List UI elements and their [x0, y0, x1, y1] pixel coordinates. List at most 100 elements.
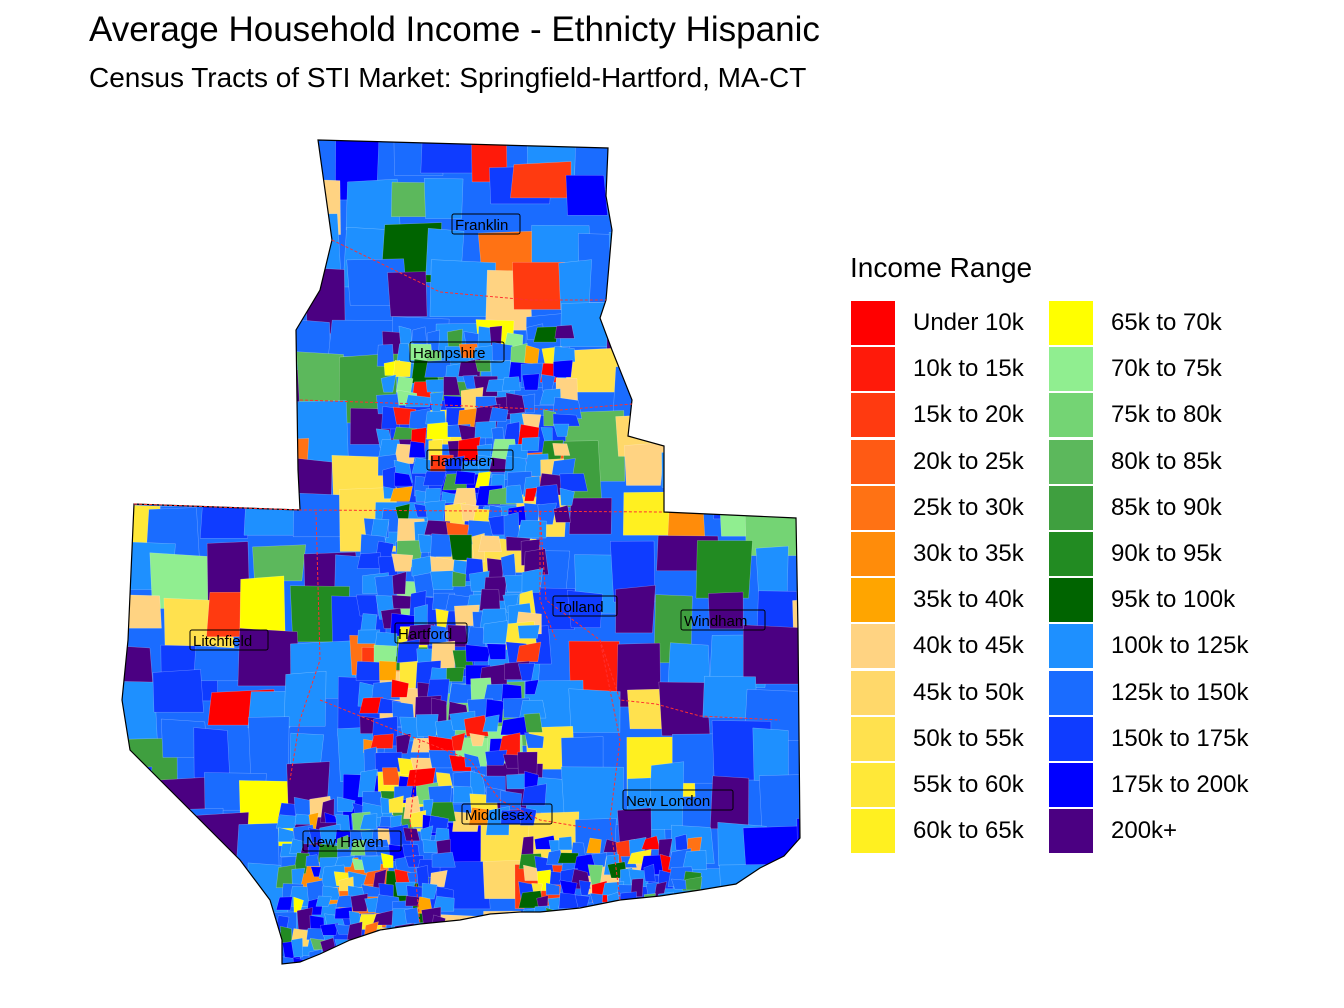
legend-label: 65k to 70k — [1111, 309, 1222, 336]
census-tract — [553, 345, 576, 363]
census-tract — [248, 232, 294, 277]
census-tract — [370, 733, 394, 749]
census-tract — [500, 790, 522, 811]
census-tract — [463, 715, 489, 737]
census-tract — [122, 766, 153, 810]
census-tract — [560, 952, 617, 964]
census-tract — [425, 410, 447, 425]
legend-label: 45k to 50k — [913, 678, 1024, 706]
legend-label: 80k to 85k — [1111, 447, 1222, 475]
census-tract — [452, 571, 467, 587]
census-tract — [122, 452, 161, 491]
legend-title: Income Range — [850, 252, 1033, 283]
census-tracts — [122, 139, 868, 964]
legend-swatch — [1049, 393, 1093, 438]
census-tract — [575, 906, 593, 922]
census-tract — [421, 882, 438, 900]
census-tract — [517, 624, 540, 639]
census-tract — [332, 953, 355, 964]
census-tract — [203, 258, 237, 293]
census-tract — [423, 178, 464, 219]
census-tract — [416, 923, 440, 942]
census-tract — [568, 688, 621, 733]
census-tract — [761, 230, 800, 282]
census-tract — [533, 326, 558, 343]
census-tract — [618, 891, 637, 913]
census-tract — [608, 232, 679, 289]
legend-label: 20k to 25k — [913, 447, 1024, 475]
legend-swatch — [851, 670, 895, 715]
census-tract — [431, 851, 456, 868]
census-tract — [429, 869, 448, 888]
census-tract — [521, 436, 540, 451]
census-tract — [524, 679, 539, 695]
census-tract — [122, 264, 170, 302]
census-tract — [237, 140, 279, 203]
census-tract — [355, 660, 386, 681]
census-tract — [670, 947, 739, 964]
census-tract — [156, 266, 215, 334]
census-tract — [603, 838, 619, 853]
census-tract — [122, 140, 166, 185]
census-tract — [565, 174, 608, 216]
census-tract — [500, 553, 517, 579]
market-boundary — [121, 139, 801, 965]
census-tract — [430, 533, 455, 557]
census-tract — [676, 895, 694, 914]
census-tract — [798, 504, 800, 558]
census-tract — [510, 161, 572, 199]
census-tract — [380, 852, 394, 869]
census-tract — [578, 880, 592, 896]
census-tract — [711, 300, 779, 360]
census-tract — [791, 319, 800, 355]
census-tract — [322, 952, 341, 964]
census-tract — [566, 901, 612, 962]
census-tract — [567, 590, 603, 628]
census-tract — [362, 939, 384, 955]
census-tract — [122, 217, 164, 285]
census-tract — [516, 641, 542, 662]
census-tract — [363, 746, 377, 774]
legend-label: 10k to 15k — [913, 355, 1024, 383]
census-tract — [792, 597, 800, 651]
census-tract — [554, 324, 575, 339]
census-tract — [469, 732, 485, 747]
census-tract — [157, 447, 219, 507]
census-tract — [356, 552, 382, 569]
legend-label: 200k+ — [1111, 817, 1178, 845]
census-tract — [643, 893, 657, 910]
census-tract — [668, 906, 692, 930]
census-tract — [350, 840, 366, 856]
census-tract — [560, 301, 615, 347]
census-tract — [426, 421, 451, 440]
census-tract — [337, 796, 356, 812]
legend-swatch — [1049, 301, 1093, 345]
census-tract — [568, 497, 613, 535]
census-tract — [517, 519, 547, 539]
svg-text:Hartford: Hartford — [398, 626, 452, 643]
census-tract — [552, 413, 581, 427]
census-tract — [148, 178, 205, 222]
census-tract — [435, 948, 450, 964]
census-tract — [699, 179, 764, 231]
census-tract — [446, 667, 465, 682]
census-tract — [517, 751, 538, 775]
legend-swatch — [851, 624, 895, 669]
census-tract — [191, 437, 238, 495]
census-tract — [689, 895, 707, 916]
census-tract — [702, 922, 766, 964]
census-tract — [802, 139, 868, 186]
census-tract — [310, 866, 322, 878]
census-tract — [253, 308, 299, 345]
county-label-litchfield: Litchfield — [189, 629, 269, 651]
census-tract — [370, 518, 390, 540]
census-tract — [404, 907, 420, 924]
legend-swatch — [851, 809, 895, 854]
legend-swatch — [851, 301, 895, 345]
census-tract — [600, 912, 622, 928]
census-tract — [390, 679, 409, 698]
census-tract — [617, 140, 684, 163]
census-tract — [306, 927, 326, 941]
county-boundaries — [133, 239, 781, 925]
